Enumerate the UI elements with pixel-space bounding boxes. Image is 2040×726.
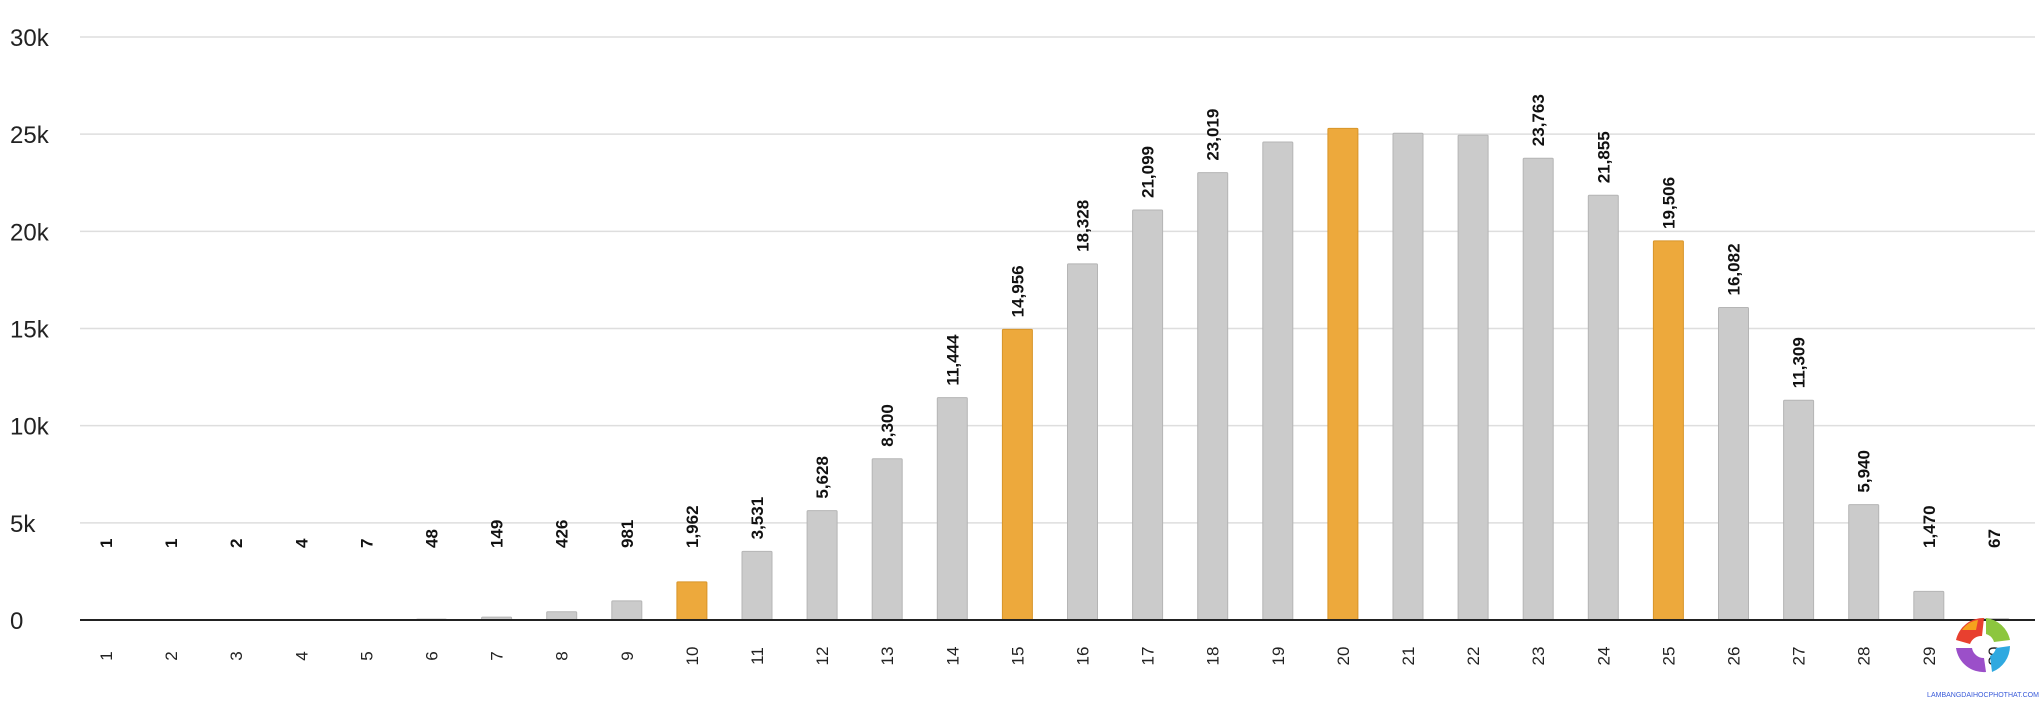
data-label: 11,444 bbox=[943, 334, 962, 386]
y-tick-label: 30k bbox=[10, 25, 50, 52]
data-label: 23,763 bbox=[1529, 94, 1548, 146]
bar-highlighted bbox=[676, 581, 708, 621]
data-labels: 1 1 2 4 7 48 149 426 981 1,962 3,531 5,628 8,300 11,4… bbox=[97, 94, 2004, 548]
x-tick-label: 3 bbox=[227, 651, 246, 660]
data-label: 8,300 bbox=[878, 404, 897, 447]
y-tick-label: 0 bbox=[10, 608, 23, 635]
bar bbox=[1587, 194, 1619, 621]
x-tick-label: 14 bbox=[943, 647, 962, 666]
watermark-swirl-icon bbox=[1956, 617, 2010, 673]
x-tick-label: 13 bbox=[878, 647, 897, 666]
x-tick-label: 10 bbox=[683, 647, 702, 666]
data-label: 4 bbox=[292, 538, 311, 548]
data-label: 23,019 bbox=[1204, 109, 1223, 161]
watermark-text: LAMBANGDAIHOCPHOTHAT.COM bbox=[1927, 692, 2039, 699]
x-tick-label: 27 bbox=[1790, 647, 1809, 666]
bar bbox=[1067, 263, 1098, 621]
x-tick-label: 17 bbox=[1139, 647, 1158, 666]
x-axis-ticks: 1 2 3 4 5 6 7 8 9 10 11 12 13 14 15 16 17 18 19 20 21 22 23 24 2… bbox=[97, 647, 2004, 666]
x-tick-label: 21 bbox=[1399, 647, 1418, 666]
bar bbox=[1457, 134, 1489, 621]
x-tick-label: 22 bbox=[1464, 647, 1483, 666]
bar bbox=[1197, 172, 1229, 621]
x-tick-label: 18 bbox=[1204, 647, 1223, 666]
data-label: 149 bbox=[488, 520, 507, 548]
bar bbox=[1392, 132, 1424, 621]
data-label: 14,956 bbox=[1008, 265, 1027, 317]
x-tick-label: 26 bbox=[1725, 647, 1744, 666]
bar bbox=[806, 510, 838, 621]
x-tick-label: 2 bbox=[162, 651, 181, 660]
bar bbox=[1848, 504, 1880, 621]
data-label: 3,531 bbox=[748, 497, 767, 540]
bars bbox=[416, 127, 2010, 621]
x-tick-label: 19 bbox=[1269, 647, 1288, 666]
data-label: 1 bbox=[97, 539, 116, 548]
x-tick-label: 6 bbox=[423, 651, 442, 660]
x-tick-label: 29 bbox=[1920, 647, 1939, 666]
bar bbox=[1522, 157, 1554, 621]
x-tick-label: 23 bbox=[1529, 647, 1548, 666]
data-label: 67 bbox=[1985, 529, 2004, 548]
x-tick-label: 11 bbox=[748, 647, 767, 665]
bar bbox=[1718, 306, 1749, 621]
data-label: 426 bbox=[553, 520, 572, 548]
data-label: 11,309 bbox=[1790, 337, 1809, 388]
data-label: 981 bbox=[618, 520, 637, 548]
data-label: 5,628 bbox=[813, 456, 832, 499]
data-label: 1,470 bbox=[1920, 505, 1939, 548]
data-label: 48 bbox=[423, 529, 442, 548]
x-tick-label: 4 bbox=[292, 651, 311, 660]
data-label: 1 bbox=[162, 539, 181, 548]
data-label: 2 bbox=[227, 539, 246, 548]
bar bbox=[936, 397, 968, 621]
data-label: 5,940 bbox=[1855, 450, 1874, 493]
y-tick-label: 10k bbox=[10, 414, 50, 441]
x-tick-label: 15 bbox=[1008, 647, 1027, 666]
data-label: 16,082 bbox=[1725, 243, 1744, 295]
x-tick-label: 9 bbox=[618, 651, 637, 660]
y-axis-ticks: 0 5k 10k 15k 20k 25k 30k bbox=[10, 25, 50, 635]
bar-highlighted bbox=[1001, 328, 1033, 621]
data-label: 21,855 bbox=[1594, 131, 1613, 183]
bar-highlighted bbox=[1652, 240, 1684, 621]
data-label: 7 bbox=[357, 539, 376, 548]
watermark-logo: LAMBANGDAIHOCPHOTHAT.COM bbox=[1927, 617, 2039, 699]
x-tick-label: 16 bbox=[1074, 647, 1093, 666]
data-label: 18,328 bbox=[1074, 200, 1093, 252]
x-tick-label: 12 bbox=[813, 647, 832, 666]
x-tick-label: 7 bbox=[488, 651, 507, 660]
y-tick-label: 5k bbox=[10, 511, 36, 538]
bar bbox=[1262, 141, 1294, 621]
bar bbox=[1783, 399, 1815, 621]
bar bbox=[741, 550, 773, 621]
x-tick-label: 25 bbox=[1659, 647, 1678, 666]
x-tick-label: 8 bbox=[553, 651, 572, 660]
y-tick-label: 15k bbox=[10, 317, 50, 344]
bar bbox=[1913, 590, 1945, 621]
data-label: 21,099 bbox=[1139, 146, 1158, 198]
bar bbox=[871, 458, 903, 621]
bar bbox=[611, 600, 643, 621]
x-tick-label: 1 bbox=[97, 651, 116, 660]
data-label: 1,962 bbox=[683, 505, 702, 548]
x-tick-label: 20 bbox=[1334, 647, 1353, 666]
bar-highlighted bbox=[1327, 127, 1359, 621]
y-tick-label: 25k bbox=[10, 122, 50, 149]
y-tick-label: 20k bbox=[10, 219, 50, 246]
bar bbox=[546, 611, 578, 621]
gridlines bbox=[80, 36, 2035, 524]
data-label: 19,506 bbox=[1659, 177, 1678, 229]
x-tick-label: 5 bbox=[357, 651, 376, 660]
bar bbox=[1132, 209, 1164, 621]
x-tick-label: 28 bbox=[1855, 647, 1874, 666]
x-tick-label: 24 bbox=[1594, 647, 1613, 666]
